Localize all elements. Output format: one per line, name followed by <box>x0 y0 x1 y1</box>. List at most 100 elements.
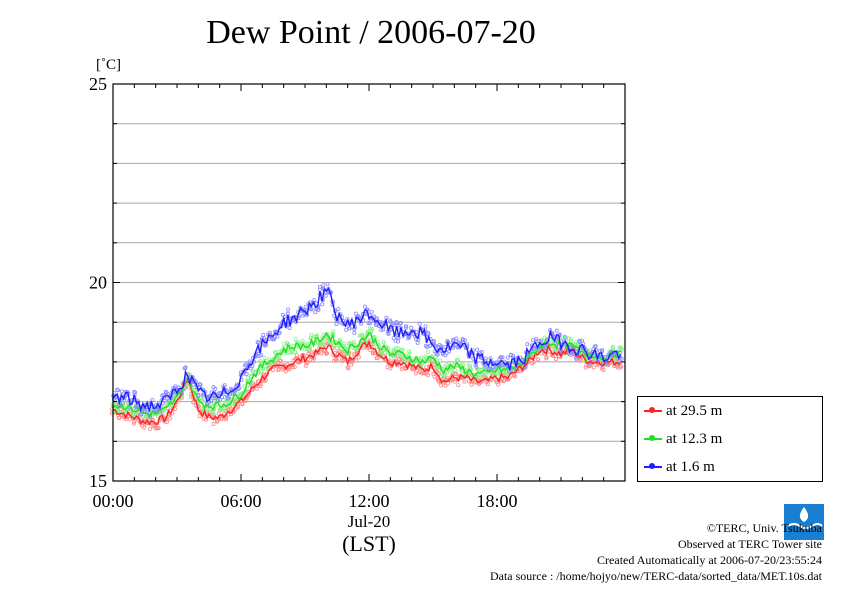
scatter-point <box>592 344 597 349</box>
scatter-point <box>310 358 315 363</box>
scatter-point <box>374 316 379 321</box>
scatter-point <box>132 389 137 394</box>
scatter-point <box>494 360 499 365</box>
scatter-point <box>244 372 249 377</box>
scatter-point <box>578 358 583 363</box>
scatter-point <box>381 327 386 332</box>
scatter-point <box>261 332 266 337</box>
x-tick-label: 00:00 <box>92 491 133 511</box>
scatter-point <box>321 286 326 291</box>
source-text: Data source : /home/hojyo/new/TERC-data/… <box>489 569 822 583</box>
scatter-point <box>553 356 558 361</box>
scatter-point <box>337 337 342 342</box>
observed-text: Observed at TERC Tower site <box>677 537 822 551</box>
scatter-point <box>460 337 465 342</box>
scatter-point <box>500 355 505 360</box>
scatter-point <box>557 332 562 337</box>
scatter-point <box>398 320 403 325</box>
scatter-point <box>539 338 544 343</box>
scatter-point <box>619 356 624 361</box>
scatter-point <box>595 359 600 364</box>
scatter-point <box>214 419 219 424</box>
scatter-point <box>579 338 584 343</box>
scatter-point <box>368 348 373 353</box>
scatter-point <box>294 353 299 358</box>
scatter-point <box>218 408 223 413</box>
scatter-point <box>206 407 211 412</box>
scatter-point <box>452 379 457 384</box>
scatter-point <box>319 342 324 347</box>
series-line-1 <box>112 331 622 418</box>
scatter-point <box>618 365 623 370</box>
scatter-point <box>407 351 412 356</box>
scatter-point <box>309 306 314 311</box>
scatter-point <box>231 401 236 406</box>
scatter-point <box>428 343 433 348</box>
scatter-point <box>443 353 448 358</box>
scatter-point <box>158 410 163 415</box>
scatter-point <box>191 400 196 405</box>
scatter-point <box>251 370 256 375</box>
data-scatter-bands <box>110 282 624 431</box>
scatter-point <box>372 314 377 319</box>
scatter-point <box>456 383 461 388</box>
legend-label: at 12.3 m <box>666 430 723 447</box>
scatter-point <box>536 338 541 343</box>
scatter-point <box>426 373 431 378</box>
scatter-point <box>267 357 272 362</box>
scatter-point <box>319 351 324 356</box>
scatter-point <box>214 418 219 423</box>
scatter-point <box>163 389 168 394</box>
scatter-point <box>256 340 261 345</box>
scatter-point <box>372 334 377 339</box>
scatter-point <box>436 379 441 384</box>
scatter-point <box>454 372 459 377</box>
credits: ©TERC, Univ. Tsukuba Observed at TERC To… <box>490 520 822 584</box>
scatter-point <box>469 382 474 387</box>
scatter-point <box>352 340 357 345</box>
scatter-point <box>182 366 187 371</box>
scatter-point <box>115 387 120 392</box>
scatter-point <box>394 319 399 324</box>
x-tick-label: 18:00 <box>476 491 517 511</box>
scatter-point <box>350 360 355 365</box>
scatter-point <box>454 336 459 341</box>
y-tick-label: 20 <box>89 273 107 293</box>
scatter-point <box>356 355 361 360</box>
scatter-point <box>346 366 351 371</box>
scatter-point <box>407 335 412 340</box>
scatter-point <box>150 397 155 402</box>
scatter-point <box>275 334 280 339</box>
scatter-point <box>399 347 404 352</box>
scatter-point <box>417 321 422 326</box>
grid-lines <box>113 123 625 442</box>
scatter-point <box>530 361 535 366</box>
scatter-point <box>388 320 393 325</box>
scatter-point <box>591 365 596 370</box>
y-tick-label: 15 <box>89 471 107 491</box>
scatter-point <box>203 417 208 422</box>
scatter-point <box>554 328 559 333</box>
scatter-point <box>474 364 479 369</box>
scatter-point <box>259 369 264 374</box>
scatter-point <box>403 325 408 330</box>
scatter-point <box>290 315 295 320</box>
scatter-point <box>217 407 222 412</box>
scatter-point <box>445 370 450 375</box>
scatter-point <box>438 358 443 363</box>
scatter-point <box>379 351 384 356</box>
scatter-point <box>483 364 488 369</box>
legend-item-12-3m: at 12.3 m <box>644 429 722 449</box>
scatter-point <box>276 356 281 361</box>
x-axis-sublabel: (LST) <box>342 531 396 556</box>
scatter-point <box>388 366 393 371</box>
scatter-point <box>287 367 292 372</box>
chart-title: Dew Point / 2006-07-20 <box>206 14 536 51</box>
scatter-point <box>248 366 253 371</box>
scatter-point <box>293 350 298 355</box>
scatter-point <box>398 353 403 358</box>
legend-label: at 1.6 m <box>666 458 715 475</box>
scatter-point <box>425 350 430 355</box>
scatter-point <box>279 359 284 364</box>
scatter-point <box>496 382 501 387</box>
